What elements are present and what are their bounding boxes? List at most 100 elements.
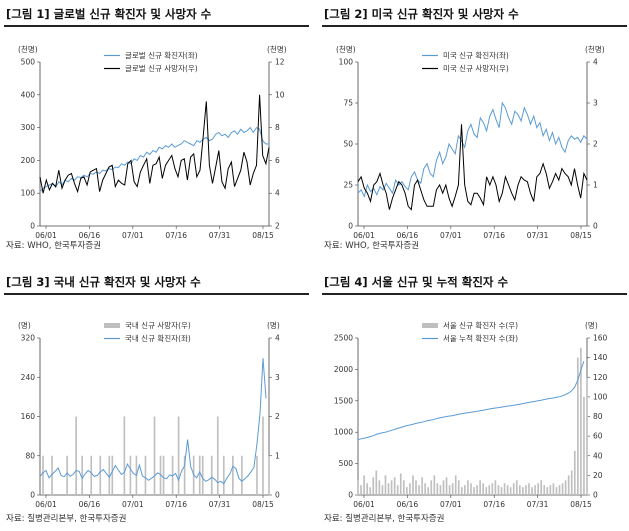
legend-label: 미국 신규 확진자(좌) bbox=[443, 50, 509, 60]
x-tick-label: 06/01 bbox=[353, 500, 375, 509]
y-tick-label-right: 0 bbox=[593, 491, 598, 500]
bar bbox=[90, 455, 93, 495]
legend-label: 미국 신규 사망자(우) bbox=[443, 63, 509, 73]
y-tick-label-right: 3 bbox=[275, 373, 280, 382]
y-tick-label-right: 6 bbox=[275, 156, 280, 165]
bar bbox=[75, 416, 77, 495]
legend-label: 서울 신규 확진자 수(우) bbox=[443, 320, 518, 330]
bar bbox=[534, 485, 536, 495]
x-tick-label: 07/01 bbox=[122, 231, 144, 240]
bar bbox=[153, 416, 156, 495]
series-line bbox=[39, 358, 267, 485]
bar bbox=[552, 483, 555, 495]
bar bbox=[177, 416, 180, 495]
x-tick-label: 06/01 bbox=[35, 500, 57, 509]
y-tick-label-left: 1000 bbox=[334, 428, 353, 437]
bar bbox=[399, 473, 402, 495]
x-tick-label: 07/31 bbox=[209, 231, 231, 240]
bar bbox=[129, 455, 132, 495]
bar bbox=[222, 455, 225, 495]
bar bbox=[268, 455, 270, 495]
y-tick-label-right: 80 bbox=[593, 412, 603, 421]
bar bbox=[482, 483, 485, 495]
bar bbox=[570, 470, 573, 495]
bar bbox=[162, 455, 165, 495]
bar bbox=[445, 477, 448, 495]
chart-panel-global: [그림 1] 글로벌 신규 확진자 및 사망자 수 (천명) (천명) 0 100 20… bbox=[4, 6, 309, 261]
bar bbox=[479, 480, 481, 495]
y-tick-label-left: 300 bbox=[21, 123, 36, 132]
y-tick-label-left: 100 bbox=[339, 58, 354, 67]
bar bbox=[433, 475, 436, 495]
bar bbox=[509, 487, 512, 495]
bar bbox=[216, 416, 219, 495]
bar bbox=[99, 455, 102, 495]
bar bbox=[123, 416, 126, 495]
chart-plot: (명) (명) 0 80 160 240 320 0 1 2 3 4 06/01 06/16 07/01 07… bbox=[18, 320, 280, 509]
bar bbox=[470, 483, 472, 495]
right-unit-label: (명) bbox=[267, 320, 280, 330]
legend-label: 국내 신규 사망자(우) bbox=[125, 320, 191, 330]
bar bbox=[241, 455, 243, 495]
y-tick-label-right: 1 bbox=[593, 181, 598, 190]
bar bbox=[396, 485, 399, 495]
bar bbox=[583, 396, 585, 495]
bar bbox=[488, 485, 491, 495]
x-tick-label: 06/16 bbox=[397, 231, 419, 240]
right-unit-label: (천명) bbox=[267, 44, 287, 54]
bar bbox=[464, 485, 466, 495]
y-tick-label-right: 2 bbox=[275, 412, 280, 421]
bar bbox=[51, 455, 53, 495]
bar bbox=[454, 475, 457, 495]
bar bbox=[580, 347, 582, 495]
left-unit-label: (천명) bbox=[18, 44, 38, 54]
bar bbox=[108, 455, 111, 495]
bar bbox=[503, 483, 506, 495]
x-tick-label: 07/16 bbox=[483, 500, 505, 509]
bar bbox=[577, 357, 579, 495]
right-unit-label: (명) bbox=[585, 320, 598, 330]
chart-title: [그림 4] 서울 신규 및 누적 확진자 수 bbox=[324, 275, 509, 289]
y-tick-label-right: 2 bbox=[275, 222, 280, 231]
y-tick-label-left: 0 bbox=[348, 491, 353, 500]
legend-label: 글로벌 신규 확진자(좌) bbox=[125, 50, 198, 60]
bar bbox=[421, 477, 423, 495]
bar bbox=[537, 483, 539, 495]
bar bbox=[262, 416, 264, 495]
bar bbox=[567, 475, 570, 495]
x-tick-label: 06/16 bbox=[397, 500, 419, 509]
bar bbox=[491, 483, 494, 495]
title-rule bbox=[4, 25, 309, 27]
legend-swatch bbox=[104, 323, 120, 328]
y-tick-label-left: 500 bbox=[21, 58, 36, 67]
bar bbox=[561, 483, 564, 495]
y-tick-label-right: 0 bbox=[275, 491, 280, 500]
bar bbox=[360, 485, 362, 495]
bar bbox=[406, 487, 408, 495]
series-line bbox=[357, 361, 585, 441]
bar bbox=[586, 377, 588, 495]
y-tick-label-right: 4 bbox=[275, 334, 280, 343]
title-rule bbox=[322, 293, 627, 295]
y-tick-label-right: 160 bbox=[593, 334, 608, 343]
bar bbox=[430, 480, 433, 495]
bar bbox=[515, 480, 518, 495]
bar bbox=[363, 475, 365, 495]
bar bbox=[451, 483, 454, 495]
x-tick-label: 07/01 bbox=[440, 231, 462, 240]
x-tick-label: 07/31 bbox=[209, 500, 231, 509]
x-tick-label: 07/01 bbox=[122, 500, 144, 509]
chart-source: 자료: WHO, 한국투자증권 bbox=[324, 241, 420, 251]
y-tick-label-left: 320 bbox=[21, 334, 36, 343]
series-line bbox=[39, 94, 270, 194]
bar bbox=[457, 480, 460, 495]
series-line bbox=[357, 124, 588, 211]
y-tick-label-right: 12 bbox=[275, 58, 285, 67]
bar bbox=[415, 480, 417, 495]
bar bbox=[473, 487, 475, 495]
x-tick-label: 07/16 bbox=[165, 231, 187, 240]
right-unit-label: (천명) bbox=[585, 44, 605, 54]
bar bbox=[442, 480, 445, 495]
y-tick-label-right: 20 bbox=[593, 471, 603, 480]
left-unit-label: (천명) bbox=[336, 44, 356, 54]
